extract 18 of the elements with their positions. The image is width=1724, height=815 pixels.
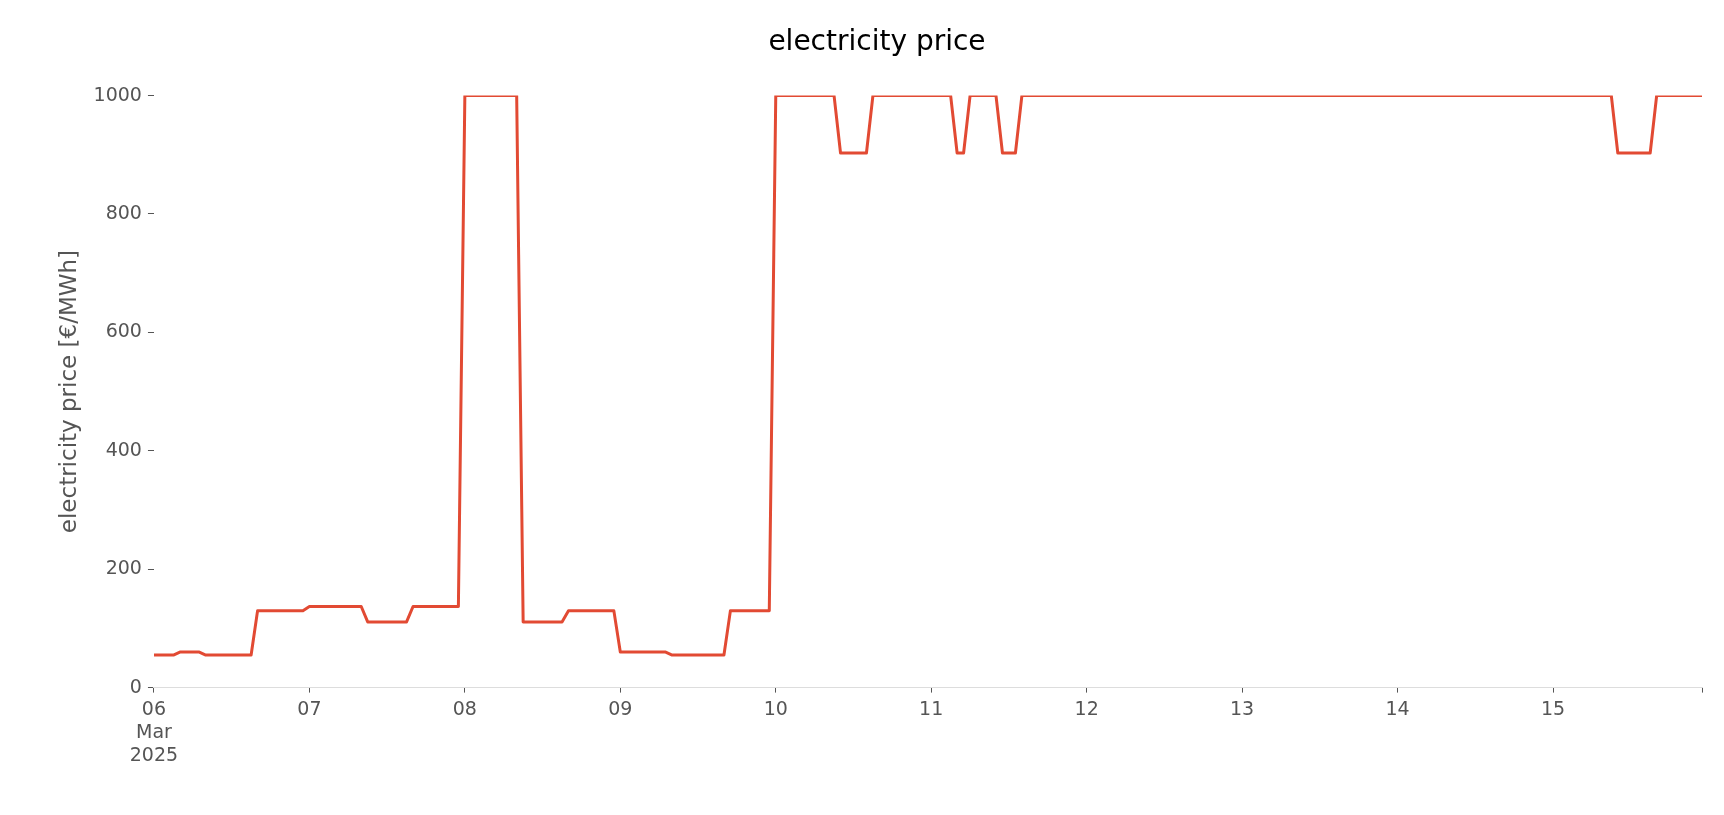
x-tick-label: 13 bbox=[1230, 696, 1255, 719]
y-tick-label: 0 bbox=[129, 674, 142, 697]
x-tick-label: 12 bbox=[1074, 696, 1099, 719]
x-tick-label: 07 bbox=[297, 696, 322, 719]
x-tick-label: 10 bbox=[763, 696, 788, 719]
x-tick-label: 06 Mar 2025 bbox=[129, 696, 179, 765]
x-tick-label: 09 bbox=[608, 696, 633, 719]
y-tick-label: 200 bbox=[105, 556, 142, 579]
chart-title: electricity price bbox=[768, 24, 986, 58]
y-tick-label: 800 bbox=[105, 200, 142, 223]
x-tick-label: 08 bbox=[452, 696, 477, 719]
y-tick-label: 400 bbox=[105, 437, 142, 460]
x-tick-label: 14 bbox=[1385, 696, 1410, 719]
y-axis-title: electricity price [€/MWh] bbox=[54, 249, 81, 534]
y-tick-label: 600 bbox=[105, 319, 142, 342]
x-tick-label: 15 bbox=[1540, 696, 1566, 719]
y-tick-label: 1000 bbox=[93, 82, 142, 105]
x-tick-label: 11 bbox=[919, 696, 944, 719]
